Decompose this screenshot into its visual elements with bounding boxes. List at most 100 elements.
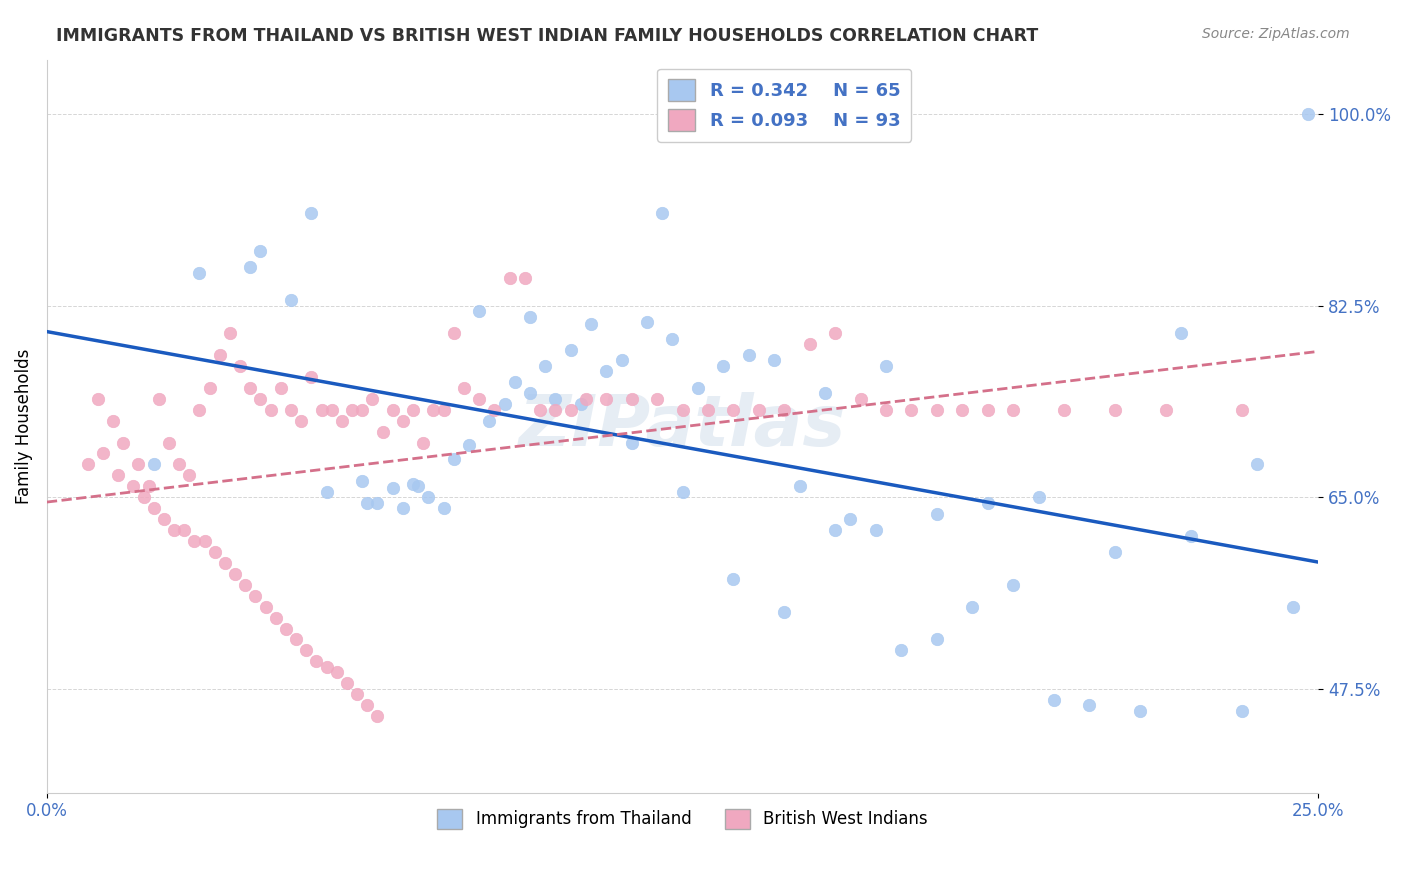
Point [799,337,821,351]
Point [418,490,440,504]
Point [1104,545,1126,559]
Point [432,402,454,417]
Point [204,545,226,559]
Point [299,370,322,384]
Point [315,484,337,499]
Point [1170,326,1192,340]
Point [402,402,425,417]
Point [824,326,846,340]
Point [962,599,984,614]
Point [723,572,745,586]
Point [142,501,165,516]
Point [443,326,465,340]
Point [1078,698,1101,712]
Point [443,452,465,467]
Point [560,343,582,357]
Point [671,484,693,499]
Point [529,402,551,417]
Point [352,402,374,417]
Point [1154,402,1177,417]
Point [1296,107,1319,121]
Point [356,496,378,510]
Point [381,482,404,496]
Point [142,458,165,472]
Point [723,402,745,417]
Point [198,381,221,395]
Point [127,458,149,472]
Point [1043,692,1066,706]
Point [107,468,129,483]
Point [875,359,897,373]
Point [560,402,582,417]
Point [1230,704,1253,718]
Point [900,402,922,417]
Point [249,244,271,258]
Point [406,479,429,493]
Point [519,310,541,324]
Point [494,397,516,411]
Point [977,496,1000,510]
Point [352,474,374,488]
Point [264,610,287,624]
Point [579,318,602,332]
Text: Source: ZipAtlas.com: Source: ZipAtlas.com [1202,27,1350,41]
Point [468,392,491,406]
Point [1282,599,1305,614]
Point [661,332,683,346]
Point [229,359,252,373]
Point [1246,458,1268,472]
Point [254,599,277,614]
Point [620,392,643,406]
Point [224,566,246,581]
Point [890,643,912,657]
Point [163,523,186,537]
Point [575,392,598,406]
Point [270,381,292,395]
Point [153,512,176,526]
Point [453,381,475,395]
Point [249,392,271,406]
Point [503,376,526,390]
Point [498,271,520,285]
Point [595,392,617,406]
Point [925,507,948,521]
Point [188,266,211,280]
Point [132,490,155,504]
Point [214,556,236,570]
Point [381,402,404,417]
Point [1053,402,1076,417]
Point [157,435,180,450]
Point [636,315,658,329]
Point [91,446,114,460]
Point [148,392,170,406]
Point [112,435,135,450]
Point [671,402,693,417]
Point [299,206,322,220]
Point [422,402,444,417]
Point [412,435,434,450]
Point [311,402,333,417]
Point [361,392,384,406]
Point [233,578,256,592]
Point [239,260,262,275]
Point [346,687,368,701]
Point [280,293,302,308]
Point [925,632,948,647]
Point [179,468,201,483]
Point [1129,704,1152,718]
Point [738,348,761,362]
Point [402,477,425,491]
Point [305,654,328,668]
Point [950,402,973,417]
Point [478,414,501,428]
Point [1002,578,1025,592]
Point [849,392,872,406]
Point [686,381,709,395]
Point [824,523,846,537]
Point [595,364,617,378]
Point [1002,402,1025,417]
Point [620,435,643,450]
Point [366,709,388,723]
Point [1230,402,1253,417]
Point [484,402,506,417]
